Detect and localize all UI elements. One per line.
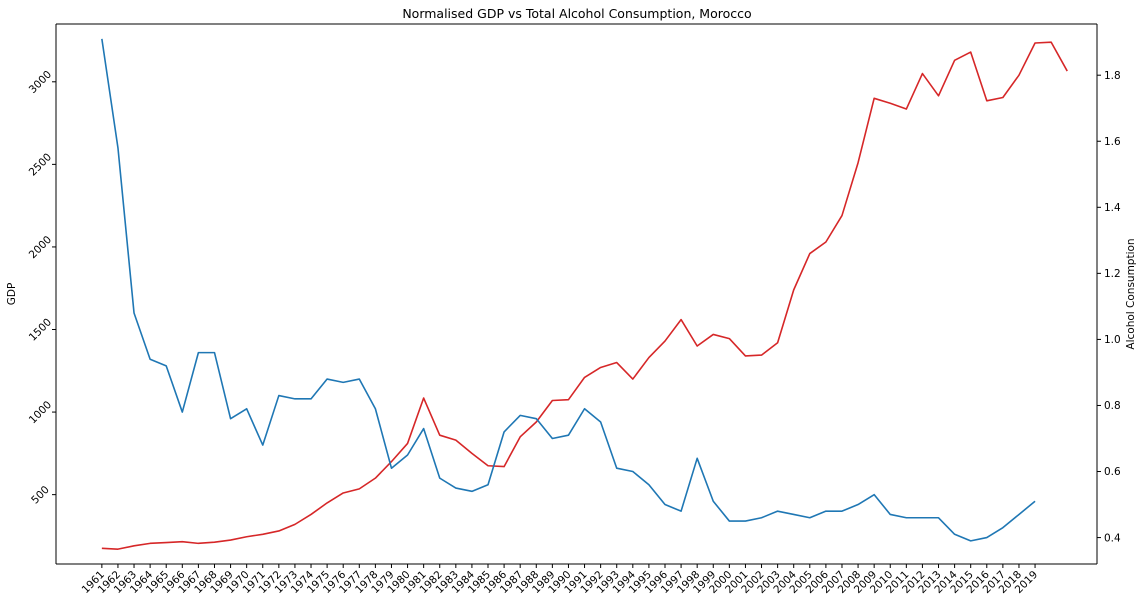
left-axis-ticks: 500 1000 1500 2000 2500 3000 — [27, 69, 56, 507]
right-tick-label: 0.6 — [1104, 466, 1121, 478]
plot-frame — [55, 23, 1098, 565]
left-tick-label: 2500 — [27, 151, 54, 178]
right-axis-ticks: 0.4 0.6 0.8 1.0 1.2 1.4 1.6 1.8 — [1097, 70, 1121, 544]
left-tick-label: 1500 — [27, 316, 54, 343]
right-tick-label: 0.8 — [1104, 400, 1121, 412]
left-tick-label: 2000 — [27, 234, 54, 261]
right-tick-label: 0.4 — [1104, 532, 1121, 544]
right-axis-label: Alcohol Consumption — [1125, 238, 1137, 349]
right-tick-label: 1.0 — [1104, 334, 1121, 346]
chart-title: Normalised GDP vs Total Alcohol Consumpt… — [402, 6, 751, 21]
right-tick-label: 1.6 — [1104, 136, 1121, 148]
alcohol-series-line — [101, 38, 1036, 542]
left-tick-label: 3000 — [27, 69, 54, 96]
left-axis-label: GDP — [6, 283, 18, 306]
right-tick-label: 1.8 — [1104, 70, 1121, 82]
right-tick-label: 1.4 — [1104, 202, 1121, 214]
left-tick-label: 500 — [29, 484, 52, 507]
right-tick-label: 1.2 — [1104, 268, 1121, 280]
series-layer — [101, 38, 1068, 550]
gdp-series-line — [101, 41, 1068, 550]
x-axis-ticks: 1961196219631964196519661967196819691970… — [80, 564, 1040, 596]
left-tick-label: 1000 — [27, 399, 54, 426]
